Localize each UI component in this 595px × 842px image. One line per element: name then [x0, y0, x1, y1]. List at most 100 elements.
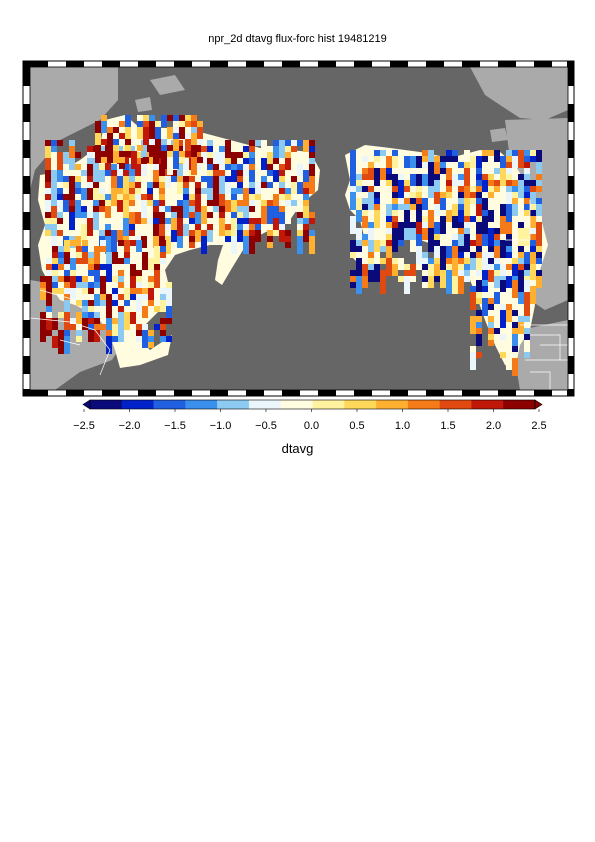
- data-cell: [440, 192, 446, 198]
- data-cell: [392, 186, 398, 192]
- data-cell: [51, 140, 57, 146]
- data-cell: [494, 276, 500, 288]
- data-cell: [291, 140, 297, 146]
- data-cell: [356, 180, 362, 186]
- data-cell: [243, 170, 249, 176]
- data-cell: [153, 218, 159, 224]
- frame-segment: [498, 61, 516, 68]
- data-cell: [225, 140, 231, 158]
- data-cell: [392, 216, 398, 222]
- land-europe: [30, 67, 118, 190]
- data-cell: [136, 282, 142, 288]
- land-arctic-islands: [135, 75, 508, 142]
- data-cell: [141, 218, 147, 224]
- data-cell: [231, 212, 237, 218]
- frame-segment: [282, 61, 300, 68]
- data-cell: [64, 312, 70, 330]
- data-cell: [189, 176, 195, 182]
- data-cell: [160, 294, 166, 300]
- data-cell: [374, 174, 380, 180]
- data-cell: [201, 176, 207, 182]
- data-cell: [536, 258, 542, 264]
- data-cell: [446, 156, 452, 162]
- data-cell: [69, 182, 75, 194]
- data-cell: [494, 328, 500, 334]
- data-cell: [273, 230, 279, 236]
- data-cell: [255, 182, 261, 194]
- data-cell: [518, 292, 524, 304]
- data-cell: [64, 276, 70, 282]
- data-cell: [58, 246, 64, 252]
- data-cell: [70, 240, 76, 246]
- colorbar-tick-label: −2.5: [73, 420, 95, 432]
- data-cell: [398, 222, 404, 234]
- data-cell: [428, 186, 434, 198]
- frame-segment: [23, 140, 30, 158]
- data-cell: [434, 192, 440, 204]
- frame-corner: [23, 389, 30, 396]
- frame-segment: [246, 389, 264, 396]
- data-cell: [57, 170, 63, 182]
- colorbar-tick-label: −1.0: [210, 420, 232, 432]
- data-cell: [149, 127, 155, 145]
- data-cell: [440, 246, 446, 264]
- data-cell: [476, 258, 482, 276]
- data-cell: [153, 224, 159, 236]
- data-cell: [291, 182, 297, 194]
- data-cell: [197, 127, 203, 145]
- data-cell: [530, 264, 536, 282]
- data-cell: [76, 330, 82, 336]
- data-cell: [350, 150, 356, 162]
- data-cell: [500, 334, 506, 340]
- data-cell: [267, 206, 273, 218]
- data-cell: [201, 152, 207, 164]
- data-cell: [416, 246, 422, 264]
- data-cell: [350, 240, 356, 252]
- data-cell: [57, 194, 63, 200]
- data-cell: [446, 180, 452, 186]
- data-cell: [148, 300, 154, 306]
- data-cell: [536, 150, 542, 162]
- data-cell: [374, 192, 380, 198]
- data-cell: [470, 252, 476, 258]
- colorbar-tick-label: 2.5: [531, 420, 546, 432]
- data-cell: [159, 224, 165, 236]
- data-cell: [476, 252, 482, 258]
- data-cell: [261, 176, 267, 182]
- data-cell: [476, 280, 482, 292]
- data-cell: [197, 139, 203, 145]
- frame-segment: [210, 389, 228, 396]
- frame-segment: [174, 61, 192, 68]
- data-cell: [88, 258, 94, 264]
- data-cell: [40, 324, 46, 342]
- data-cell: [76, 246, 82, 252]
- data-cell: [518, 252, 524, 258]
- data-cell: [464, 168, 470, 186]
- frame-segment: [23, 104, 30, 122]
- data-cell: [141, 164, 147, 176]
- data-cell: [123, 152, 129, 170]
- data-cell: [88, 330, 94, 342]
- data-cell: [530, 246, 536, 252]
- data-cell: [297, 236, 303, 254]
- data-cell: [142, 330, 148, 348]
- data-cell: [506, 192, 512, 198]
- panel-outline: [29, 66, 569, 391]
- data-cell: [452, 276, 458, 294]
- data-cell: [530, 286, 536, 304]
- frame-segment: [498, 389, 516, 396]
- data-cell: [125, 151, 131, 157]
- data-cell: [160, 258, 166, 264]
- data-cell: [165, 230, 171, 236]
- colorbar-swatch: [280, 400, 313, 409]
- data-cell: [470, 352, 476, 370]
- data-cell: [124, 276, 130, 282]
- data-cell: [279, 212, 285, 230]
- data-cell: [458, 252, 464, 258]
- data-cell: [506, 150, 512, 156]
- border-lines-asia: [29, 289, 111, 376]
- data-cell: [171, 230, 177, 242]
- data-cell: [148, 288, 154, 300]
- data-cell: [183, 200, 189, 218]
- data-cell: [76, 252, 82, 258]
